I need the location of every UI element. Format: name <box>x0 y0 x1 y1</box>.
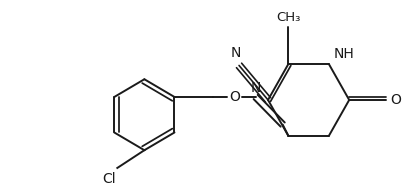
Text: NH: NH <box>334 47 355 61</box>
Text: O: O <box>391 93 402 107</box>
Text: N: N <box>250 81 261 95</box>
Text: O: O <box>229 90 240 104</box>
Text: N: N <box>231 46 241 60</box>
Text: CH₃: CH₃ <box>276 11 301 24</box>
Text: Cl: Cl <box>102 172 115 186</box>
